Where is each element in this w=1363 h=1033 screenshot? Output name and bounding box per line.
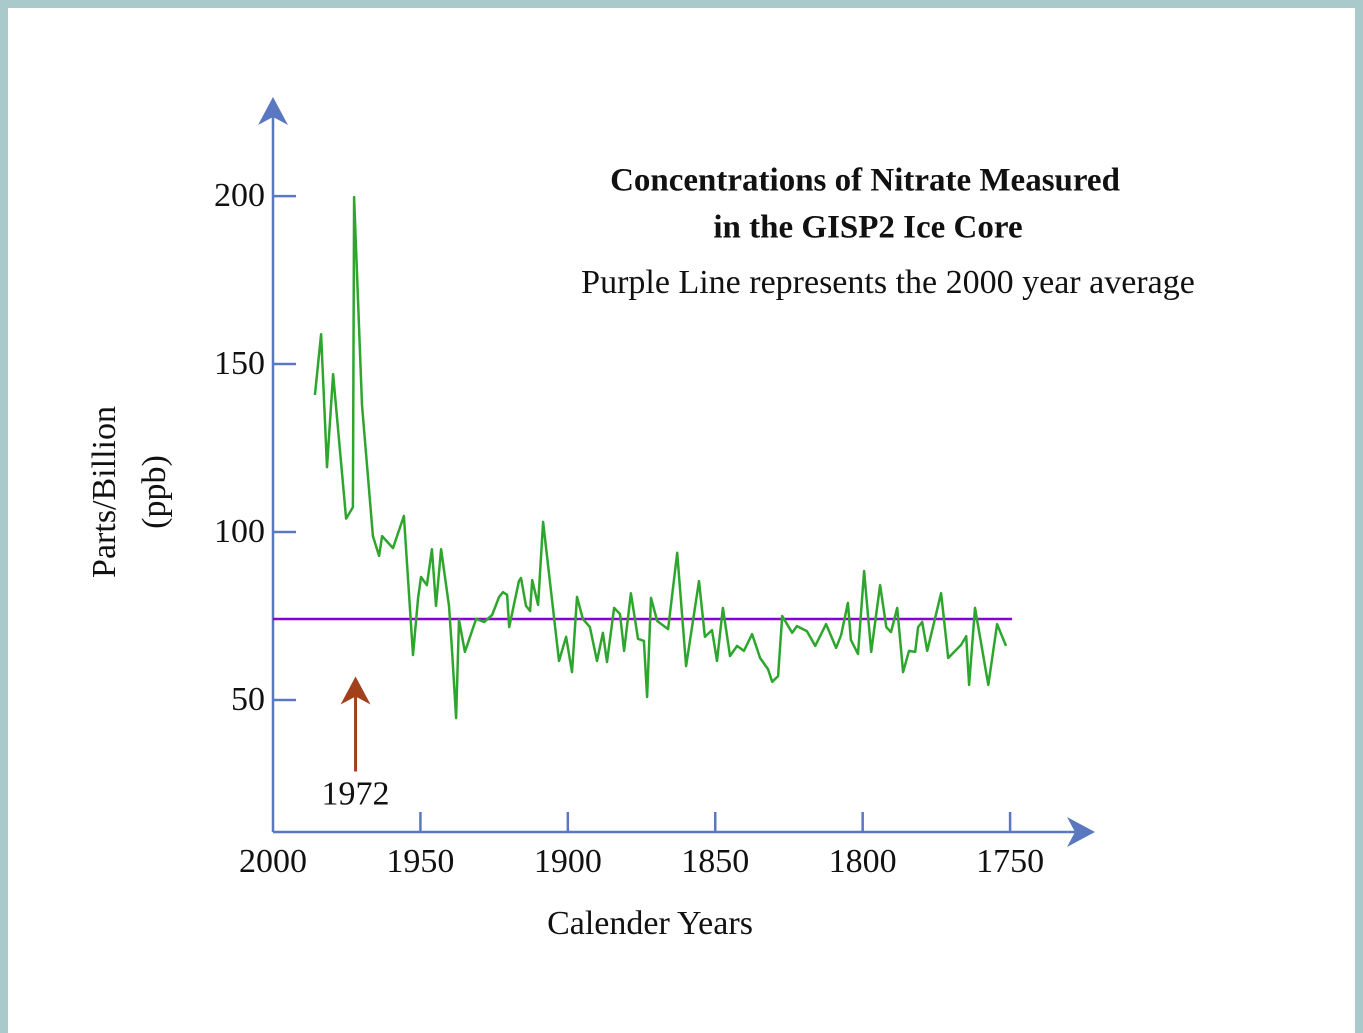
x-axis-arrow xyxy=(1067,817,1095,847)
x-tick-label: 1900 xyxy=(534,843,602,880)
y-axis-arrow xyxy=(258,97,288,125)
x-tick-label: 1950 xyxy=(386,843,454,880)
chart-title: in the GISP2 Ice Core xyxy=(713,210,1022,246)
y-axis-label: (ppb) xyxy=(136,455,173,529)
annotation-arrow-head xyxy=(340,676,371,705)
panel xyxy=(8,8,1355,1033)
data-line xyxy=(313,195,1008,720)
chart-title: Concentrations of Nitrate Measured xyxy=(610,163,1120,199)
y-axis-label: Parts/Billion xyxy=(86,406,123,578)
x-tick-label: 2000 xyxy=(239,843,307,880)
x-tick-label: 1750 xyxy=(976,843,1044,880)
annotation-label: 1972 xyxy=(322,775,390,812)
x-tick-label: 1800 xyxy=(829,843,897,880)
chart-subtitle: Purple Line represents the 2000 year ave… xyxy=(581,264,1195,301)
y-tick-label: 100 xyxy=(214,513,265,550)
y-tick-label: 50 xyxy=(231,681,265,718)
y-tick-label: 200 xyxy=(214,177,265,214)
x-tick-label: 1850 xyxy=(681,843,749,880)
x-axis-label: Calender Years xyxy=(547,905,753,942)
y-tick-label: 150 xyxy=(214,345,265,382)
